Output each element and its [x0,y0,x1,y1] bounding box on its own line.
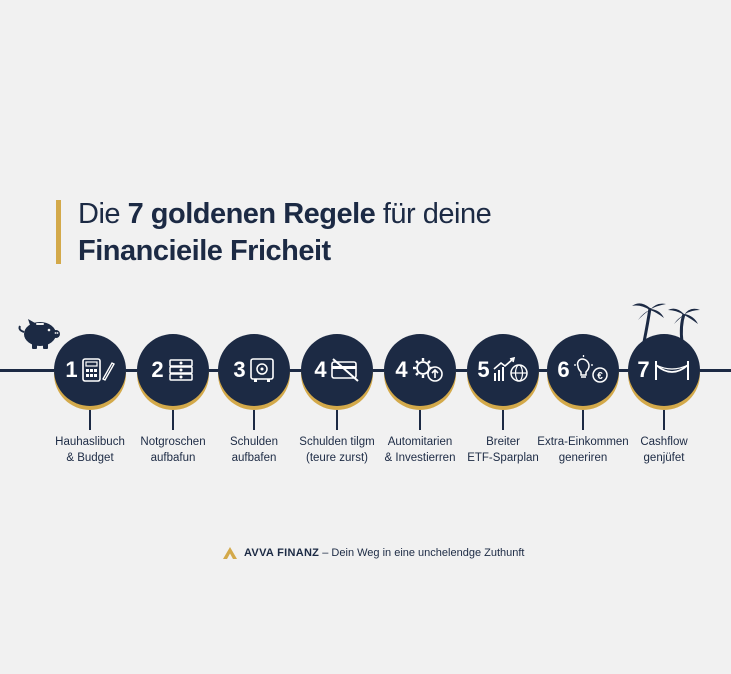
page-title: Die 7 goldenen Regele für deine Financie… [78,196,492,270]
step-number: 7 [637,357,650,382]
title-highlight: 7 goldenen Regele [127,198,376,230]
hammock-icon [654,361,689,380]
step-number: 4 [314,357,327,382]
step-label: Hauhaslibuch & Budget [55,436,125,464]
step-circle: 6 € [547,334,619,406]
step-number: 6 [557,357,570,382]
step-label: Extra-Einkommen generiren [537,436,629,464]
step-number: 3 [233,357,246,382]
step-number: 4 [395,357,408,382]
step-label: Automitarien & Investierren [384,436,456,464]
step-label: Schulden tilgm (teure zurst) [299,436,375,464]
step-number: 5 [477,357,490,382]
crossed-card-icon [330,358,359,382]
step-label: Cashflow genjüfet [640,436,688,464]
step-circle: 4 [301,334,373,406]
step-label: Breiter ETF-Sparplan [467,436,539,464]
step-circle: 7 [628,334,700,406]
step-label: Schulden aufbafen [230,436,278,464]
step-circle: 2 [137,334,209,406]
piggy-bank-icon [18,319,60,349]
title-accent-bar [56,200,61,264]
step-circle: 3 [218,334,290,406]
title-suffix: für deine [375,198,492,230]
gear-upload-icon [412,358,443,382]
title-prefix: Die [78,198,128,230]
safe-icon [249,358,274,382]
svg-text:€: € [597,371,603,382]
brand-logo-icon [223,547,237,559]
footer: AVVA FINANZ – Dein Weg in eine unchelend… [222,546,524,560]
calculator-icon [81,358,115,382]
footer-tagline: – Dein Weg in eine unchelendge Zuthunft [319,547,525,559]
bulb-euro-icon: € [573,355,608,383]
step-number: 2 [151,357,164,382]
step-label: Notgroschen aufbafun [140,436,206,464]
step-circle: 1 [54,334,126,406]
footer-brand: AVVA FINANZ [244,547,320,559]
growth-globe-icon [493,357,528,382]
title-line-2: Financieile Fricheit [78,235,331,267]
step-number: 1 [65,357,78,382]
cash-stack-icon [168,359,193,381]
step-circle: 4 [384,334,456,406]
step-circle: 5 [467,334,539,406]
